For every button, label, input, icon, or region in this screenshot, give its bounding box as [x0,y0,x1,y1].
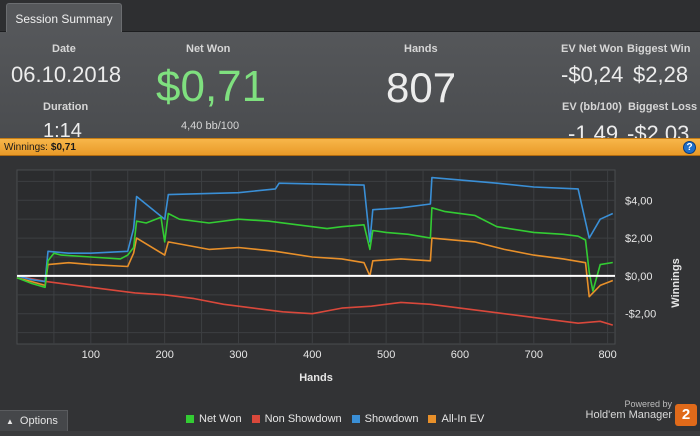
duration-value: 1:14 [43,120,82,142]
options-label: Options [19,415,58,427]
x-tick-label: 600 [451,349,469,361]
legend-allin-ev[interactable]: All-In EV [428,413,484,425]
tab-bar: Session Summary [0,0,700,33]
hem2-logo-icon: 2 [675,404,697,426]
date-label: Date [52,43,76,55]
date-value: 06.10.2018 [11,62,122,87]
series-line-non-showdown [16,275,614,326]
biggest-loss-label: Biggest Loss [628,101,698,113]
ev-bb100-label: EV (bb/100) [562,101,622,113]
x-tick-label: 100 [82,349,100,361]
series-line-showdown [16,176,614,283]
legend-net-won[interactable]: Net Won [186,413,242,425]
help-icon[interactable]: ? [683,141,696,154]
options-button[interactable]: ▲ Options [0,410,68,431]
x-axis-title: Hands [299,372,333,384]
net-won-label: Net Won [186,43,231,55]
ev-net-won-value: -$0,24 [561,62,624,87]
chart-legend: Net Won Non Showdown Showdown All-In EV [186,411,484,427]
legend-showdown[interactable]: Showdown [351,413,418,425]
series-line-net-won [16,207,613,292]
biggest-win-label: Biggest Win [627,43,691,55]
hands-value: 807 [386,64,457,111]
y-axis-title: Winnings [670,258,682,307]
y-tick-label: $2,00 [625,233,653,245]
y-tick-label: $4,00 [625,195,653,207]
legend-non-showdown[interactable]: Non Showdown [251,413,342,425]
winnings-chart: 100 200 300 400 500 600 700 800 -$2,00 $0,00 $2,0… [16,169,682,384]
duration-label: Duration [43,101,89,113]
biggest-win-value: $2,28 [633,62,689,87]
y-tick-label: $0,00 [625,271,653,283]
y-tick-label: -$2,00 [625,309,656,321]
chevron-up-icon: ▲ [6,416,14,426]
hands-label: Hands [404,43,438,55]
winnings-banner: Winnings: $0,71 ? [0,138,700,156]
ev-net-won-label: EV Net Won [561,43,624,55]
chart-area: 100 200 300 400 500 600 700 800 -$2,00 $0,00 $2,0… [0,156,700,431]
net-won-value: $0,71 [156,62,267,111]
x-tick-label: 400 [303,349,321,361]
tab-session-summary[interactable]: Session Summary [6,3,122,33]
session-summary-panel: Date 06.10.2018 Duration 1:14 Net Won $0… [0,32,700,146]
net-won-bb100: 4,40 bb/100 [181,120,240,132]
x-tick-label: 700 [525,349,543,361]
winnings-value: $0,71 [50,141,76,153]
winnings-label: Winnings: [4,141,48,153]
x-tick-label: 800 [598,349,616,361]
x-tick-label: 300 [229,349,247,361]
x-tick-label: 500 [377,349,395,361]
powered-by: Powered by Hold'em Manager [585,399,672,421]
series-line-all-in-ev [16,237,614,298]
x-tick-label: 200 [155,349,173,361]
